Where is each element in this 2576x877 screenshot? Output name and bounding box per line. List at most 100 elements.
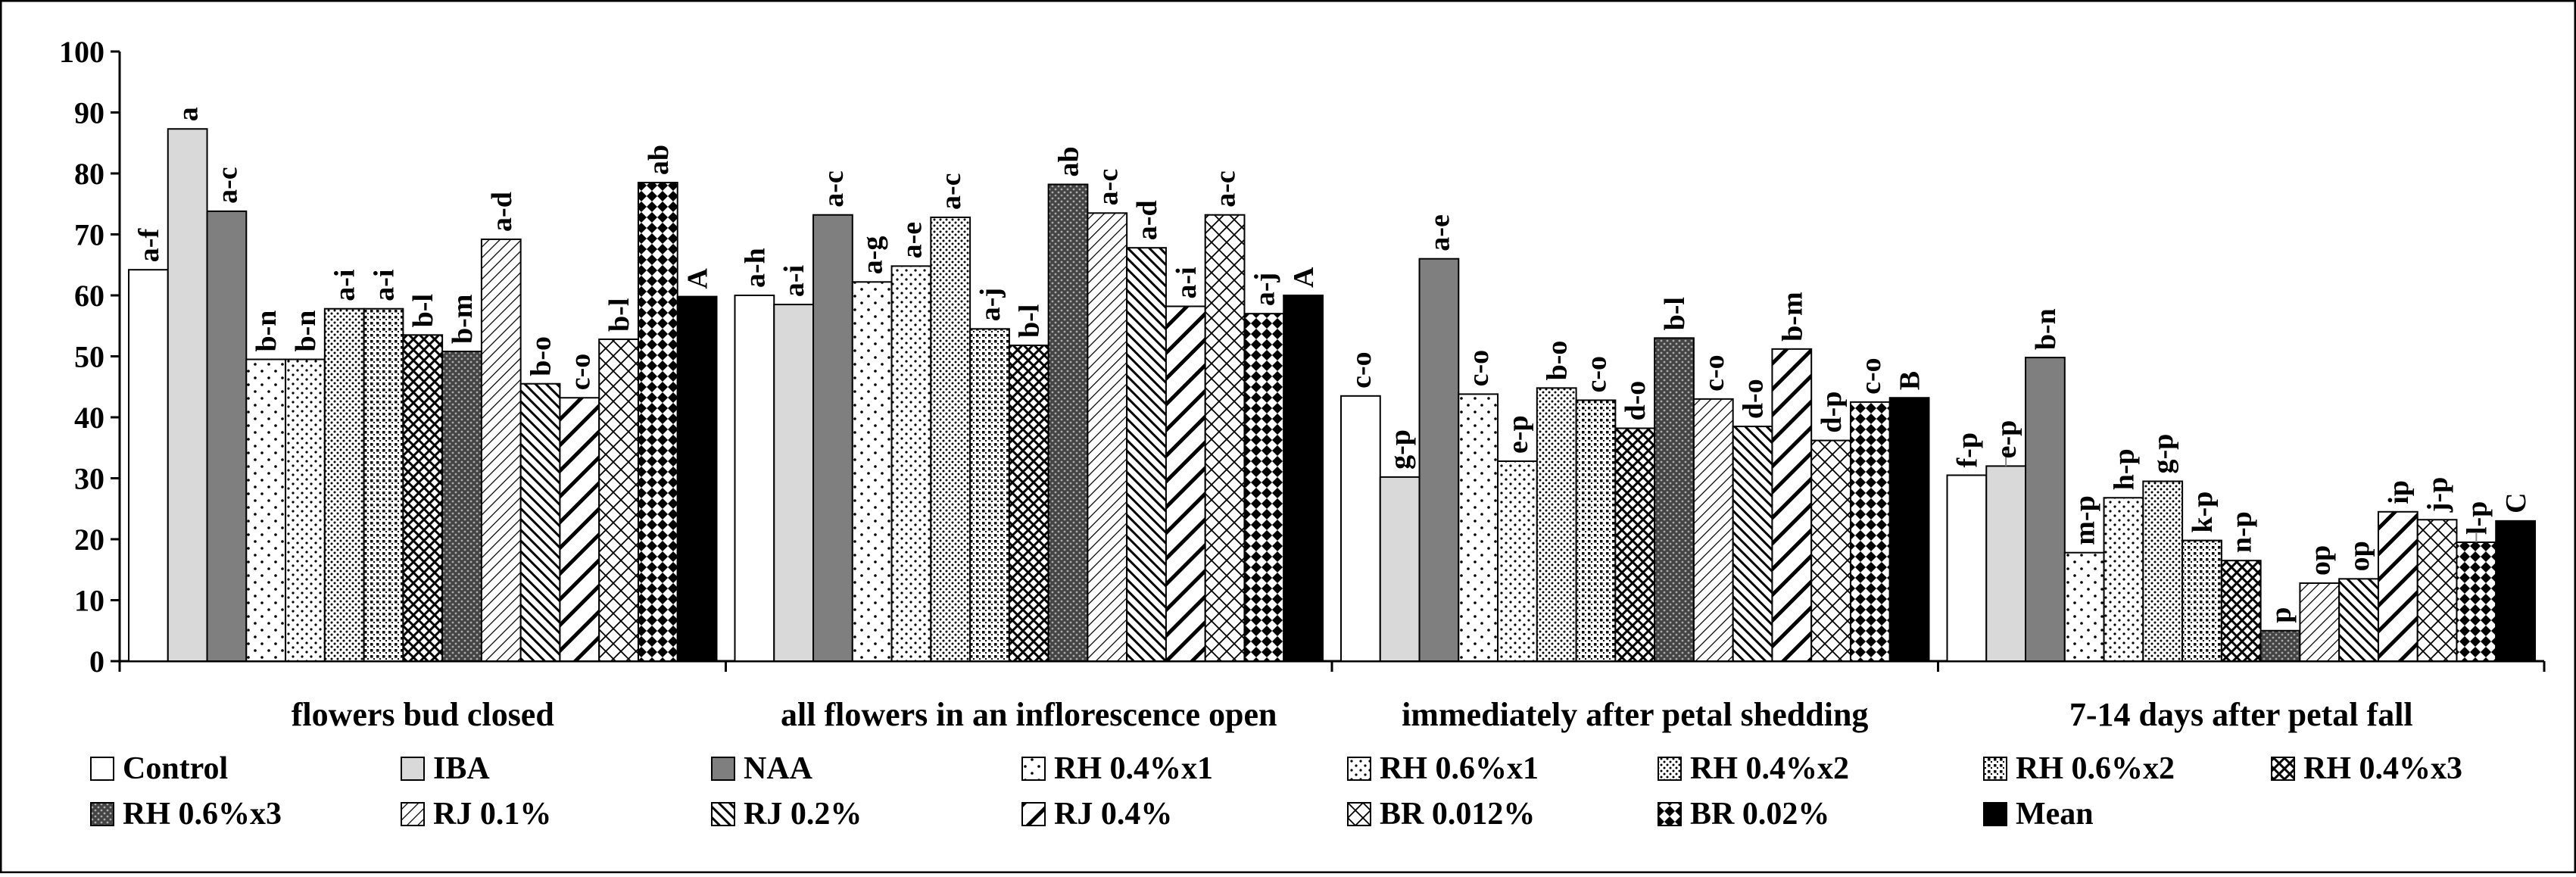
bar-rj-0-2-all-flowers-in-an-inflorescence-open	[1126, 247, 1167, 662]
legend-swatch-control	[90, 757, 114, 781]
bar-rh-0-4-x2-immediately-after-petal-shedding	[1536, 387, 1577, 662]
bar-letter-label-rh-0-4-x2-all-flowers-in-an-inflorescence-open: a-c	[935, 173, 967, 210]
bar-letter-label-rj-0-2-immediately-after-petal-shedding: d-o	[1738, 379, 1770, 419]
legend-swatch-br-0-012	[1347, 802, 1371, 826]
bar-rh-0-4-x3-flowers-bud-closed	[402, 334, 444, 662]
legend-label-rh-0-4-x3: RH 0.4%x3	[2303, 751, 2462, 786]
legend-label-rh-0-6-x2: RH 0.6%x2	[2016, 751, 2175, 786]
bar-letter-label-rh-0-4-x1-immediately-after-petal-shedding: c-o	[1463, 350, 1495, 387]
bar-letter-label-rh-0-6-x3-all-flowers-in-an-inflorescence-open: ab	[1053, 146, 1085, 176]
bar-letter-label-rh-0-4-x3-immediately-after-petal-shedding: d-o	[1620, 381, 1651, 421]
y-tick-label-50: 50	[74, 340, 104, 374]
bar-letter-label-rh-0-6-x1-immediately-after-petal-shedding: e-p	[1502, 415, 1534, 454]
legend-label-rj-0-1: RJ 0.1%	[433, 797, 551, 832]
bar-control-7-14-days-after-petal-fall	[1946, 474, 1988, 662]
bar-letter-label-rh-0-6-x1-7-14-days-after-petal-fall: h-p	[2108, 448, 2140, 490]
bar-letter-label-br-0-012-all-flowers-in-an-inflorescence-open: a-c	[1210, 170, 1242, 208]
bar-rh-0-4-x2-7-14-days-after-petal-fall	[2142, 480, 2184, 663]
legend-label-rh-0-6-x3: RH 0.6%x3	[123, 797, 282, 832]
bar-rh-0-4-x2-all-flowers-in-an-inflorescence-open	[930, 216, 971, 662]
legend-label-naa: NAA	[744, 751, 813, 786]
bar-rh-0-4-x1-all-flowers-in-an-inflorescence-open	[851, 281, 893, 662]
legend-label-iba: IBA	[433, 751, 490, 786]
legend-swatch-rj-0-4	[1021, 802, 1046, 826]
bar-rh-0-4-x1-7-14-days-after-petal-fall	[2063, 551, 2105, 663]
bar-rh-0-6-x1-immediately-after-petal-shedding	[1497, 460, 1538, 663]
bar-rj-0-1-7-14-days-after-petal-fall	[2299, 582, 2341, 663]
y-tick-label-90: 90	[74, 96, 104, 130]
bar-letter-label-br-0-012-7-14-days-after-petal-fall: j-p	[2422, 477, 2454, 513]
legend-swatch-naa	[711, 757, 735, 781]
bar-iba-7-14-days-after-petal-fall	[1985, 465, 2027, 663]
bar-rj-0-2-7-14-days-after-petal-fall	[2338, 578, 2379, 663]
bar-letter-label-br-0-02-7-14-days-after-petal-fall: l-p	[2461, 501, 2493, 535]
bar-rj-0-4-immediately-after-petal-shedding	[1771, 348, 1813, 662]
legend-label-mean: Mean	[2016, 797, 2094, 832]
bar-iba-all-flowers-in-an-inflorescence-open	[773, 304, 815, 662]
bar-br-0-012-immediately-after-petal-shedding	[1810, 439, 1851, 663]
bar-rh-0-6-x2-7-14-days-after-petal-fall	[2181, 539, 2222, 662]
bar-naa-flowers-bud-closed	[206, 210, 248, 663]
bar-letter-label-rh-0-6-x2-flowers-bud-closed: a-i	[368, 269, 400, 301]
x-category-label-flowers-bud-closed: flowers bud closed	[292, 696, 554, 733]
bar-br-0-02-7-14-days-after-petal-fall	[2456, 541, 2497, 663]
bar-rh-0-4-x3-immediately-after-petal-shedding	[1614, 427, 1656, 662]
bar-rj-0-1-immediately-after-petal-shedding	[1692, 398, 1734, 662]
bar-letter-label-rj-0-1-immediately-after-petal-shedding: c-o	[1698, 354, 1730, 392]
bar-letter-label-rh-0-6-x2-immediately-after-petal-shedding: c-o	[1580, 356, 1612, 393]
bar-rh-0-6-x3-all-flowers-in-an-inflorescence-open	[1047, 183, 1089, 663]
bar-letter-label-naa-immediately-after-petal-shedding: a-e	[1424, 214, 1455, 251]
bar-rh-0-6-x2-flowers-bud-closed	[363, 307, 404, 662]
bar-letter-label-rh-0-6-x3-immediately-after-petal-shedding: b-l	[1659, 297, 1691, 330]
bar-br-0-02-all-flowers-in-an-inflorescence-open	[1243, 313, 1285, 662]
bar-letter-label-rh-0-6-x2-7-14-days-after-petal-fall: k-p	[2187, 492, 2219, 533]
bar-letter-label-mean-7-14-days-after-petal-fall: C	[2500, 492, 2532, 513]
bar-rh-0-6-x3-immediately-after-petal-shedding	[1654, 337, 1695, 662]
y-tick-label-20: 20	[74, 523, 104, 557]
bar-naa-all-flowers-in-an-inflorescence-open	[812, 214, 853, 662]
bar-letter-label-rh-0-4-x3-all-flowers-in-an-inflorescence-open: b-l	[1014, 304, 1046, 338]
bar-rh-0-6-x1-7-14-days-after-petal-fall	[2103, 497, 2144, 663]
legend-swatch-rh-0-4-x2	[1658, 757, 1682, 781]
bar-letter-label-control-7-14-days-after-petal-fall: f-p	[1951, 432, 1983, 467]
legend-swatch-br-0-02	[1658, 802, 1682, 826]
bar-rh-0-6-x2-all-flowers-in-an-inflorescence-open	[969, 328, 1010, 662]
bar-br-0-02-immediately-after-petal-shedding	[1849, 401, 1891, 662]
y-tick-label-0: 0	[89, 644, 104, 679]
bar-letter-label-rh-0-6-x3-flowers-bud-closed: b-m	[447, 295, 479, 344]
legend-swatch-rh-0-6-x3	[90, 802, 114, 826]
legend-label-br-0-02: BR 0.02%	[1690, 797, 1829, 832]
bar-letter-label-rj-0-4-immediately-after-petal-shedding: b-m	[1776, 292, 1808, 341]
bar-naa-7-14-days-after-petal-fall	[2025, 357, 2066, 662]
bar-letter-label-rh-0-4-x1-flowers-bud-closed: b-n	[251, 311, 282, 352]
bar-rh-0-4-x3-all-flowers-in-an-inflorescence-open	[1008, 345, 1049, 662]
bar-rh-0-4-x2-flowers-bud-closed	[323, 307, 365, 662]
bar-letter-label-naa-flowers-bud-closed: a-c	[211, 167, 243, 204]
bar-mean-7-14-days-after-petal-fall	[2495, 520, 2537, 662]
bar-rh-0-4-x1-immediately-after-petal-shedding	[1458, 393, 1499, 662]
bar-control-all-flowers-in-an-inflorescence-open	[734, 295, 775, 662]
bar-letter-label-mean-all-flowers-in-an-inflorescence-open: A	[1288, 267, 1320, 288]
bar-rj-0-4-7-14-days-after-petal-fall	[2377, 510, 2419, 663]
bar-letter-label-iba-immediately-after-petal-shedding: g-p	[1385, 429, 1417, 470]
legend-swatch-rj-0-1	[401, 802, 425, 826]
bar-letter-label-rj-0-2-7-14-days-after-petal-fall: op	[2344, 541, 2375, 571]
bar-letter-label-naa-all-flowers-in-an-inflorescence-open: a-c	[818, 170, 850, 208]
bar-rh-0-4-x1-flowers-bud-closed	[245, 358, 287, 662]
bar-letter-label-rj-0-4-7-14-days-after-petal-fall: ip	[2383, 480, 2415, 504]
legend-label-rj-0-4: RJ 0.4%	[1054, 797, 1172, 832]
bar-mean-immediately-after-petal-shedding	[1888, 397, 1930, 662]
bar-control-flowers-bud-closed	[128, 269, 169, 662]
bar-rh-0-6-x3-7-14-days-after-petal-fall	[2259, 629, 2301, 662]
legend-swatch-rh-0-6-x1	[1347, 757, 1371, 781]
bar-rh-0-6-x3-flowers-bud-closed	[441, 351, 482, 662]
bar-letter-label-br-0-012-immediately-after-petal-shedding: d-p	[1816, 392, 1848, 433]
bar-rh-0-4-x3-7-14-days-after-petal-fall	[2220, 560, 2262, 662]
bar-letter-label-rj-0-4-all-flowers-in-an-inflorescence-open: a-i	[1171, 267, 1202, 298]
bar-letter-label-rh-0-4-x1-all-flowers-in-an-inflorescence-open: a-g	[857, 236, 889, 275]
bar-rh-0-6-x2-immediately-after-petal-shedding	[1575, 399, 1617, 663]
legend-label-rh-0-4-x2: RH 0.4%x2	[1690, 751, 1849, 786]
x-category-label-immediately-after-petal-shedding: immediately after petal shedding	[1402, 696, 1868, 733]
